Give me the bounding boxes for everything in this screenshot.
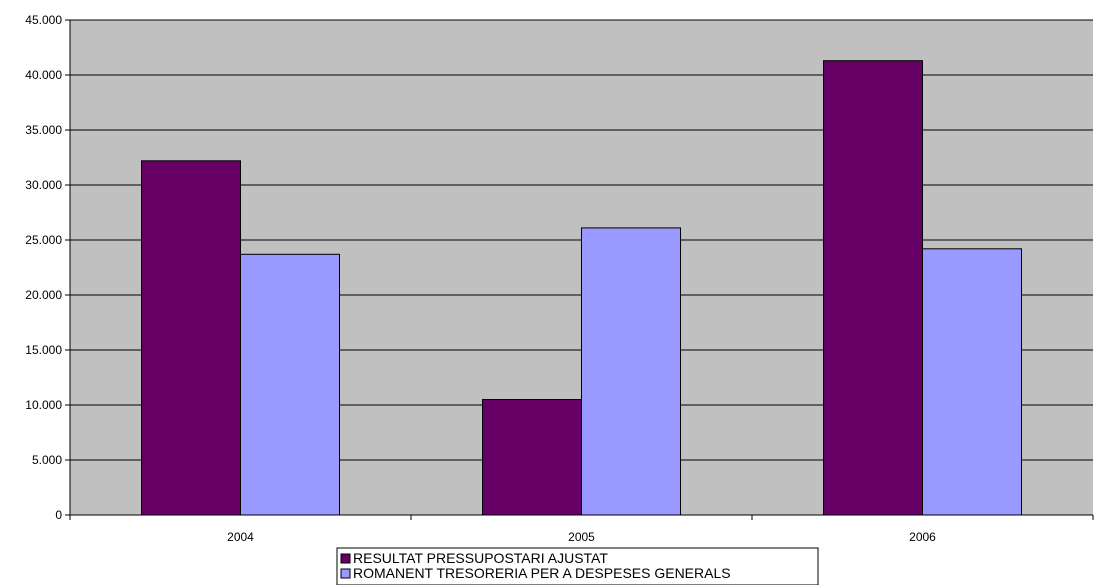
y-tick-labels: 0 5.000 10.000 15.000 20.000 25.000 30.000 35.0… [25,13,62,522]
bar-romanent-2004 [240,253,340,516]
bar-resultat-2004 [141,160,241,516]
bar-resultat-2006 [823,60,923,516]
y-tick-label: 35.000 [25,123,62,137]
x-tick-label: 2005 [568,530,595,544]
x-tick-label: 2006 [909,530,936,544]
y-tick-label: 10.000 [25,398,62,412]
y-tick-label: 45.000 [25,13,62,27]
x-tick-label: 2004 [227,530,254,544]
legend-swatch-romanent [340,568,351,579]
legend-swatch-resultat [340,553,351,564]
x-tick-labels: 2004 2005 2006 [227,530,936,544]
y-tick-label: 25.000 [25,233,62,247]
legend-box [336,547,819,585]
y-tick-label: 0 [55,508,62,522]
axes [69,20,1094,520]
bar-resultat-2005 [482,399,582,516]
y-tick-label: 40.000 [25,68,62,82]
legend-label: RESULTAT PRESSUPOSTARI AJUSTAT [353,550,608,566]
bar-romanent-2005 [581,227,681,516]
bars [141,60,1022,516]
bar-romanent-2006 [922,248,1022,516]
legend-label: ROMANENT TRESORERIA PER A DESPESES GENER… [353,565,731,581]
y-tick-label: 15.000 [25,343,62,357]
y-tick-label: 5.000 [32,453,62,467]
y-tick-label: 30.000 [25,178,62,192]
y-tick-label: 20.000 [25,288,62,302]
